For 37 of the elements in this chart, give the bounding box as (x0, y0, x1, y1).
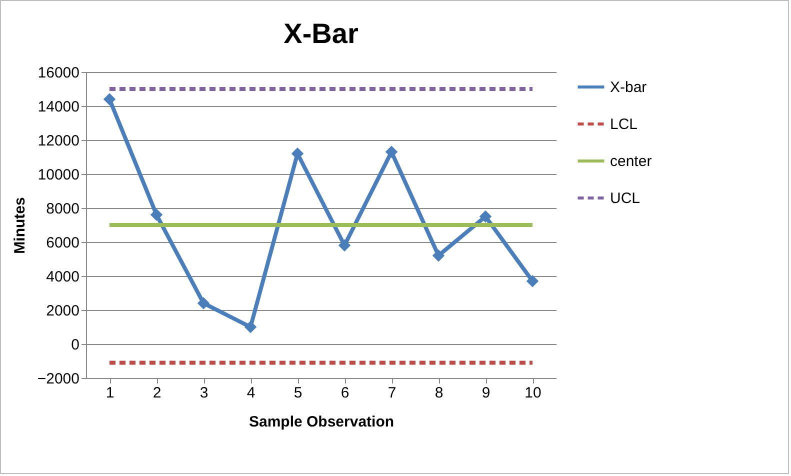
x-tick-label: 3 (200, 384, 208, 402)
x-tick-label: 5 (294, 384, 302, 402)
y-axis-title: Minutes (11, 197, 28, 254)
x-tick-label: 8 (434, 384, 444, 402)
y-tick-label: 14000 (38, 98, 80, 116)
y-tick-label: 8000 (46, 200, 80, 218)
y-tick-label: 16000 (38, 64, 80, 82)
legend-label: LCL (610, 116, 638, 133)
point (526, 274, 539, 288)
x-tick-label: 1 (106, 384, 114, 402)
x-tick-label: 2 (152, 384, 162, 402)
y-tick-label: 12000 (38, 132, 80, 150)
legend-label: UCL (610, 190, 640, 207)
x-tick-label: 7 (388, 384, 396, 402)
point (197, 297, 210, 310)
point (150, 208, 163, 221)
chart-title: X-Bar (284, 18, 358, 49)
point (291, 147, 304, 160)
legend-label: center (610, 153, 652, 170)
x-tick-label: 10 (524, 384, 542, 402)
y-tick-label: 6000 (46, 234, 80, 252)
x-tick-label: 4 (246, 384, 256, 402)
y-tick-label: 0 (71, 336, 80, 354)
point (338, 239, 351, 252)
x-tick-label: 6 (340, 384, 350, 402)
x-tick-label: 9 (482, 384, 490, 402)
point (244, 320, 257, 334)
y-tick-label: 10000 (38, 166, 80, 184)
point (103, 93, 116, 106)
x-axis-title: Sample Observation (248, 414, 394, 430)
y-tick-label: 4000 (46, 268, 80, 286)
legend-label: X-bar (610, 79, 647, 96)
point (432, 249, 445, 262)
y-tick-label: −2000 (37, 370, 80, 388)
point (479, 210, 492, 223)
y-tick-label: 2000 (46, 302, 80, 320)
point (385, 146, 398, 158)
